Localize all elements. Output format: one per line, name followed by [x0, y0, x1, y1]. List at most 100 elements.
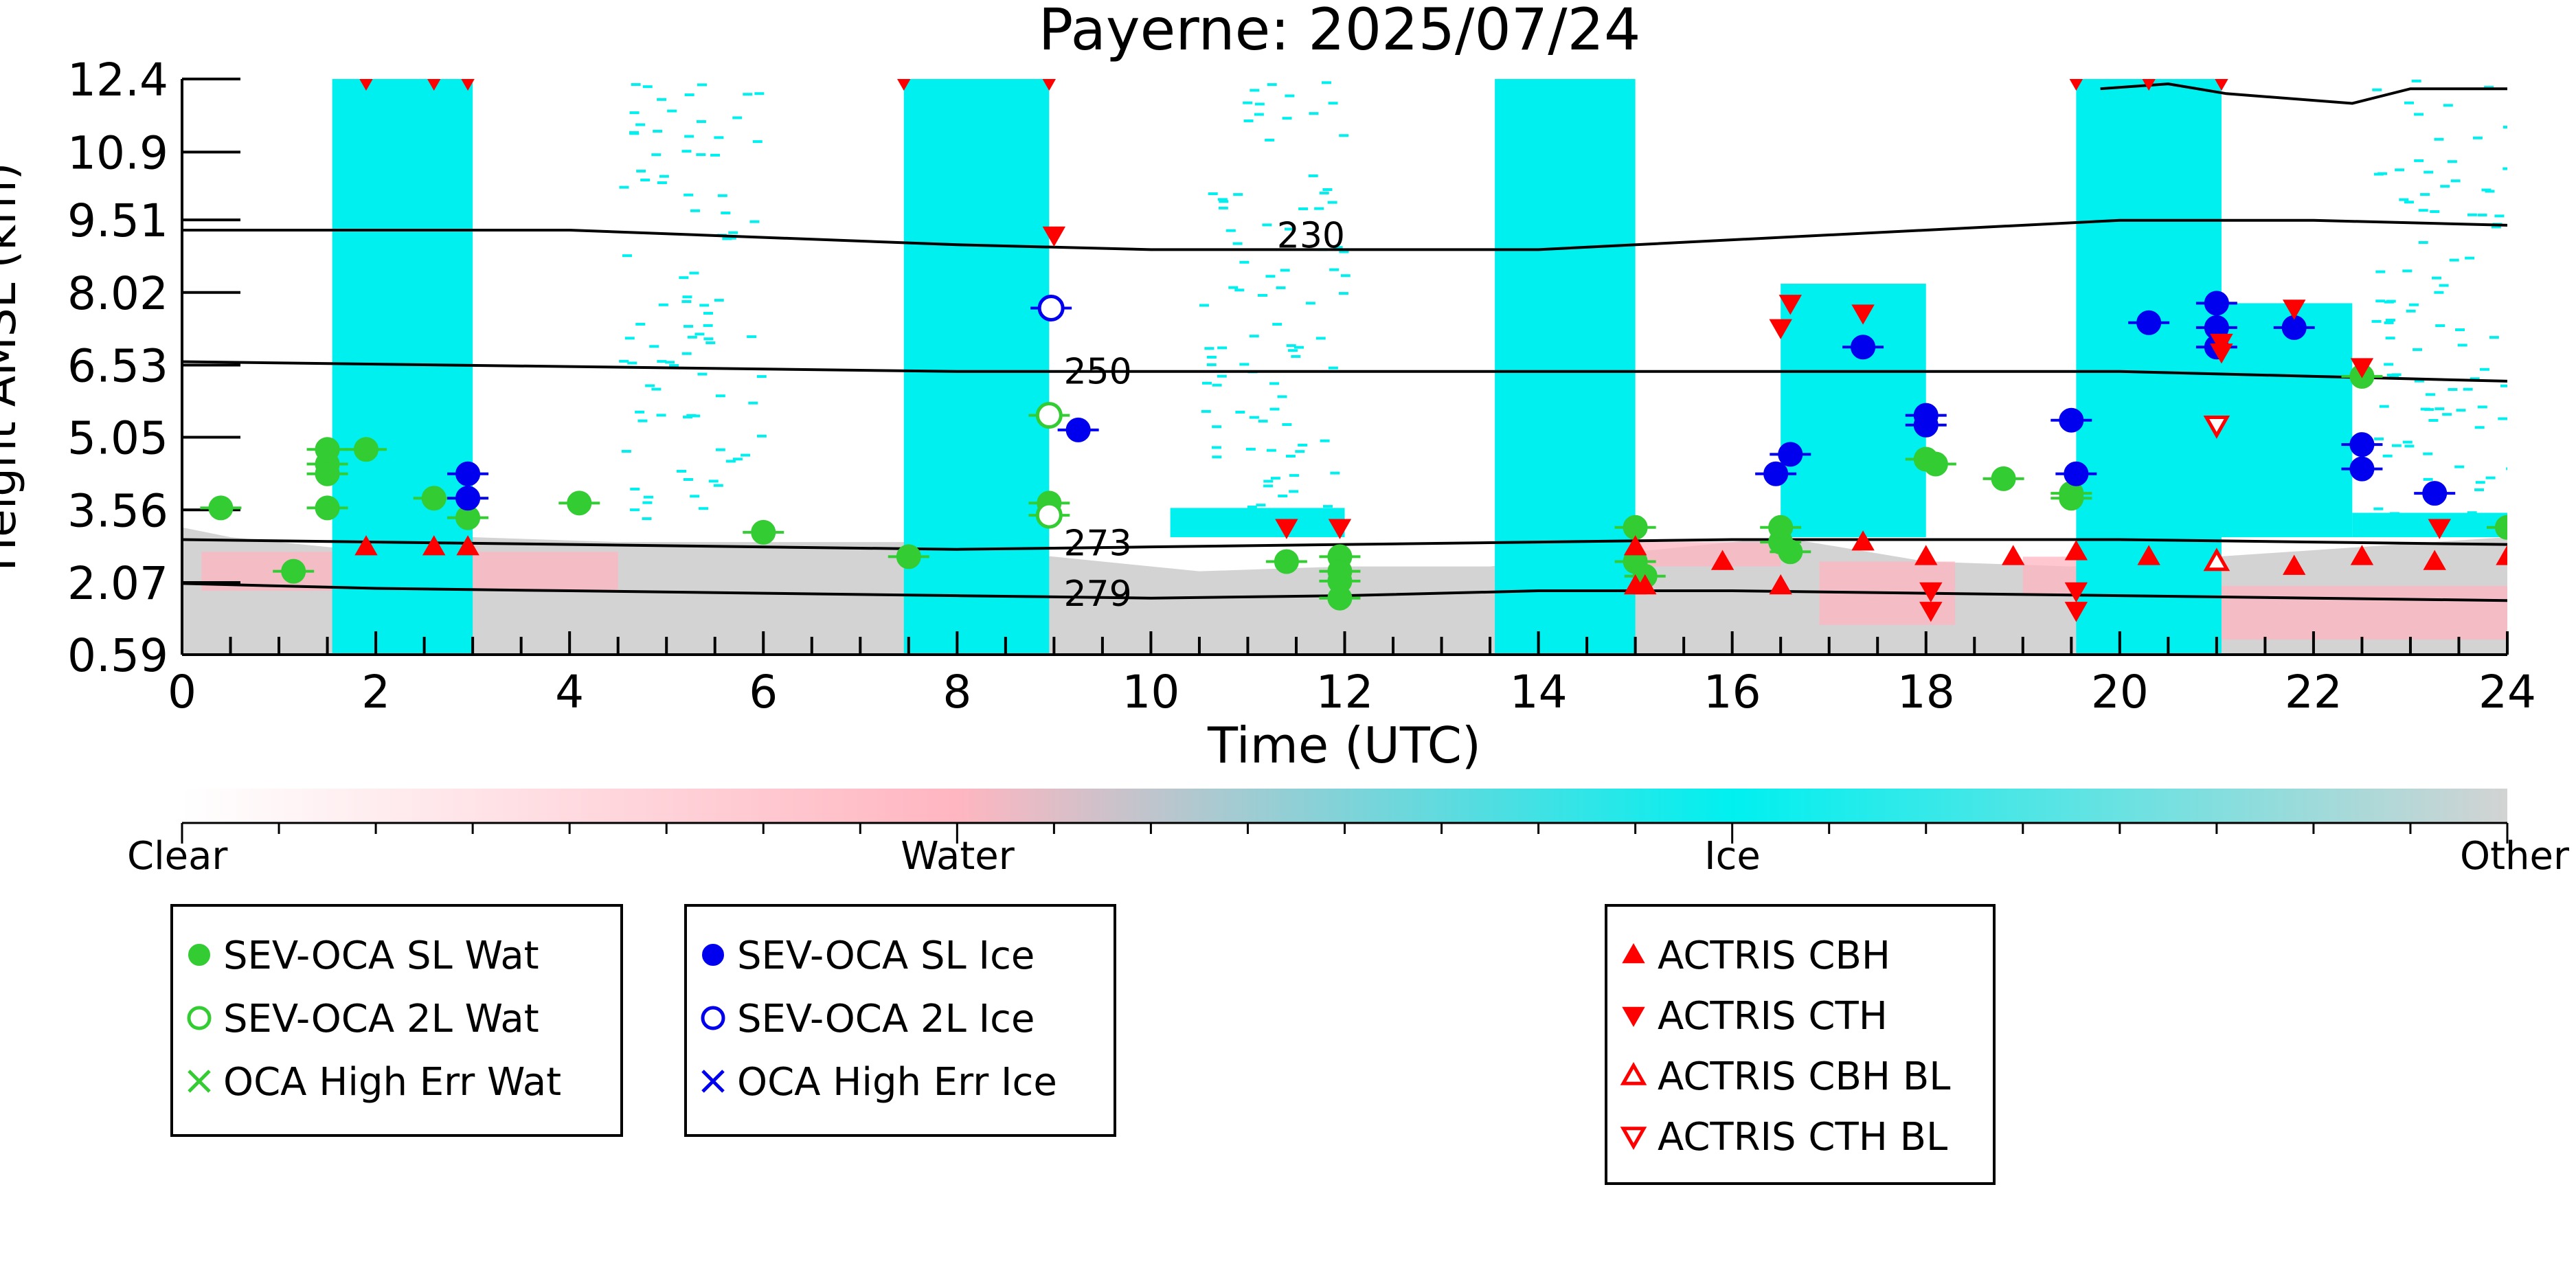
ice-cloud-streak — [2430, 210, 2440, 214]
temperature-contours: 230 250 273 279 — [182, 82, 2507, 615]
actris-cbh-point — [354, 535, 378, 556]
sev-oca-sl-ice-point — [1065, 417, 1091, 442]
actris-cbh-point — [1769, 574, 1792, 595]
x-tick-label: 16 — [1704, 666, 1761, 719]
ice-cloud-streak — [2428, 419, 2439, 422]
ice-cloud-streak — [686, 414, 697, 417]
contour-label: 230 — [1277, 216, 1345, 257]
ice-cloud-streak — [2502, 126, 2507, 129]
colorbar-gradient — [182, 789, 2507, 823]
ice-cloud-streak — [2404, 101, 2415, 104]
legend-label: SEV-OCA 2L Ice — [737, 997, 1035, 1041]
ice-cloud-streak — [677, 469, 687, 473]
actris-cth-point — [1919, 602, 1943, 622]
ice-cloud-streak — [1319, 192, 1329, 195]
x-tick-label: 0 — [168, 666, 196, 719]
ice-cloud-streak — [2413, 348, 2423, 351]
ice-cloud-streak — [725, 460, 736, 463]
ice-cloud-streak — [2502, 167, 2507, 170]
sev-oca-sl-ice-point — [1763, 461, 1789, 486]
ice-cloud-streak — [2477, 214, 2487, 217]
legends: SEV-OCA SL Wat SEV-OCA 2L Wat OCA High Err… — [170, 904, 1996, 1185]
ice-cloud-streak — [1285, 455, 1296, 458]
sev-oca-sl-wat-point — [751, 519, 776, 545]
ice-cloud-streak — [629, 131, 640, 134]
actris-cbh-point — [1851, 530, 1875, 551]
y-tick-label: 5.05 — [67, 412, 168, 465]
ice-cloud-streak — [1289, 490, 1299, 493]
ice-cloud-streak — [1250, 89, 1260, 92]
ice-cloud-streak — [681, 150, 692, 153]
ice-cloud-streak — [1256, 504, 1266, 507]
ice-cloud-streak — [715, 448, 725, 451]
y-tick-label: 10.9 — [67, 126, 168, 179]
x-tick-label: 12 — [1316, 666, 1374, 719]
ice-cloud-streak — [1265, 138, 1275, 142]
legend-marker — [1622, 1006, 1645, 1028]
ice-cloud-streak — [2375, 270, 2386, 273]
legend-marker — [1620, 1127, 1647, 1151]
ice-cloud-streak — [667, 109, 677, 113]
actris-cth-point — [2142, 79, 2156, 91]
ice-cloud-streak — [1201, 409, 1211, 413]
sev-oca-2l-ice-point — [1037, 294, 1065, 321]
ice-cloud-streak — [699, 507, 709, 510]
actris-cbh-point — [2350, 545, 2374, 565]
ice-cloud-streak — [658, 303, 668, 306]
ice-cloud-streak — [684, 93, 694, 97]
x-tick-label: 10 — [1122, 666, 1179, 719]
ice-cloud-streak — [696, 120, 706, 123]
ice-cloud-streak — [1225, 229, 1236, 232]
ice-cloud-streak — [679, 276, 689, 280]
ice-cloud-streak — [714, 136, 724, 139]
sev-oca-sl-wat-point — [1327, 585, 1353, 611]
x-tick-label: 4 — [555, 666, 584, 719]
ice-cloud-streak — [2414, 113, 2424, 116]
actris-cbh-point — [1914, 545, 1938, 565]
legend-label: ACTRIS CBH BL — [1658, 1054, 1950, 1099]
ice-cloud-streak — [1340, 274, 1351, 278]
colorbar-label: Water — [901, 834, 1015, 879]
ice-cloud-streak — [649, 345, 659, 348]
ice-cloud-streak — [703, 324, 713, 327]
ice-cloud-streak — [1234, 289, 1245, 292]
ice-cloud-streak — [2372, 88, 2382, 91]
ice-cloud-streak — [2460, 514, 2470, 517]
actris-cbh-point — [2282, 554, 2306, 575]
ice-cloud-streak — [642, 501, 653, 504]
legend-label: SEV-OCA 2L Wat — [223, 997, 539, 1041]
sev-oca-sl-ice-point — [2349, 456, 2375, 482]
water-cloud-patch — [2187, 585, 2507, 640]
ice-cloud-streak — [629, 111, 640, 115]
ice-cloud-streak — [1315, 337, 1326, 340]
ice-cloud-streak — [643, 495, 653, 499]
ice-cloud-streak — [2443, 104, 2453, 107]
x-tick-label: 18 — [1897, 666, 1955, 719]
ice-cloud-streak — [2404, 444, 2415, 448]
ice-cloud-streak — [1206, 363, 1217, 366]
water-cloud-patch — [1635, 542, 1781, 567]
contour-label: 273 — [1063, 523, 1131, 564]
ice-cloud-streak — [1327, 201, 1337, 204]
ice-cloud-streak — [732, 116, 743, 120]
y-tick-label: 9.51 — [67, 194, 168, 247]
ice-cloud-streak — [2465, 256, 2475, 260]
ice-cloud-streak — [2463, 387, 2473, 391]
ice-cloud-streak — [699, 304, 710, 307]
x-tick-label: 22 — [2285, 666, 2342, 719]
ice-cloud-streak — [708, 479, 719, 483]
ice-cloud-streak — [2435, 324, 2445, 328]
actris-cbh-point — [2001, 545, 2025, 565]
x-marker-stroke — [701, 1070, 725, 1093]
ice-cloud-streak — [2411, 79, 2421, 82]
temperature-contour-line — [182, 538, 2507, 551]
actris-cbh-point — [1634, 574, 1657, 595]
ice-cloud-streak — [1228, 286, 1239, 289]
legend-marker — [701, 1006, 725, 1030]
ice-cloud-streak — [747, 335, 757, 339]
ice-cloud-streak — [1328, 366, 1338, 370]
actris-cth-point — [2282, 300, 2306, 320]
ice-cloud-streak — [1276, 286, 1286, 289]
ice-cloud-streak — [728, 231, 738, 234]
